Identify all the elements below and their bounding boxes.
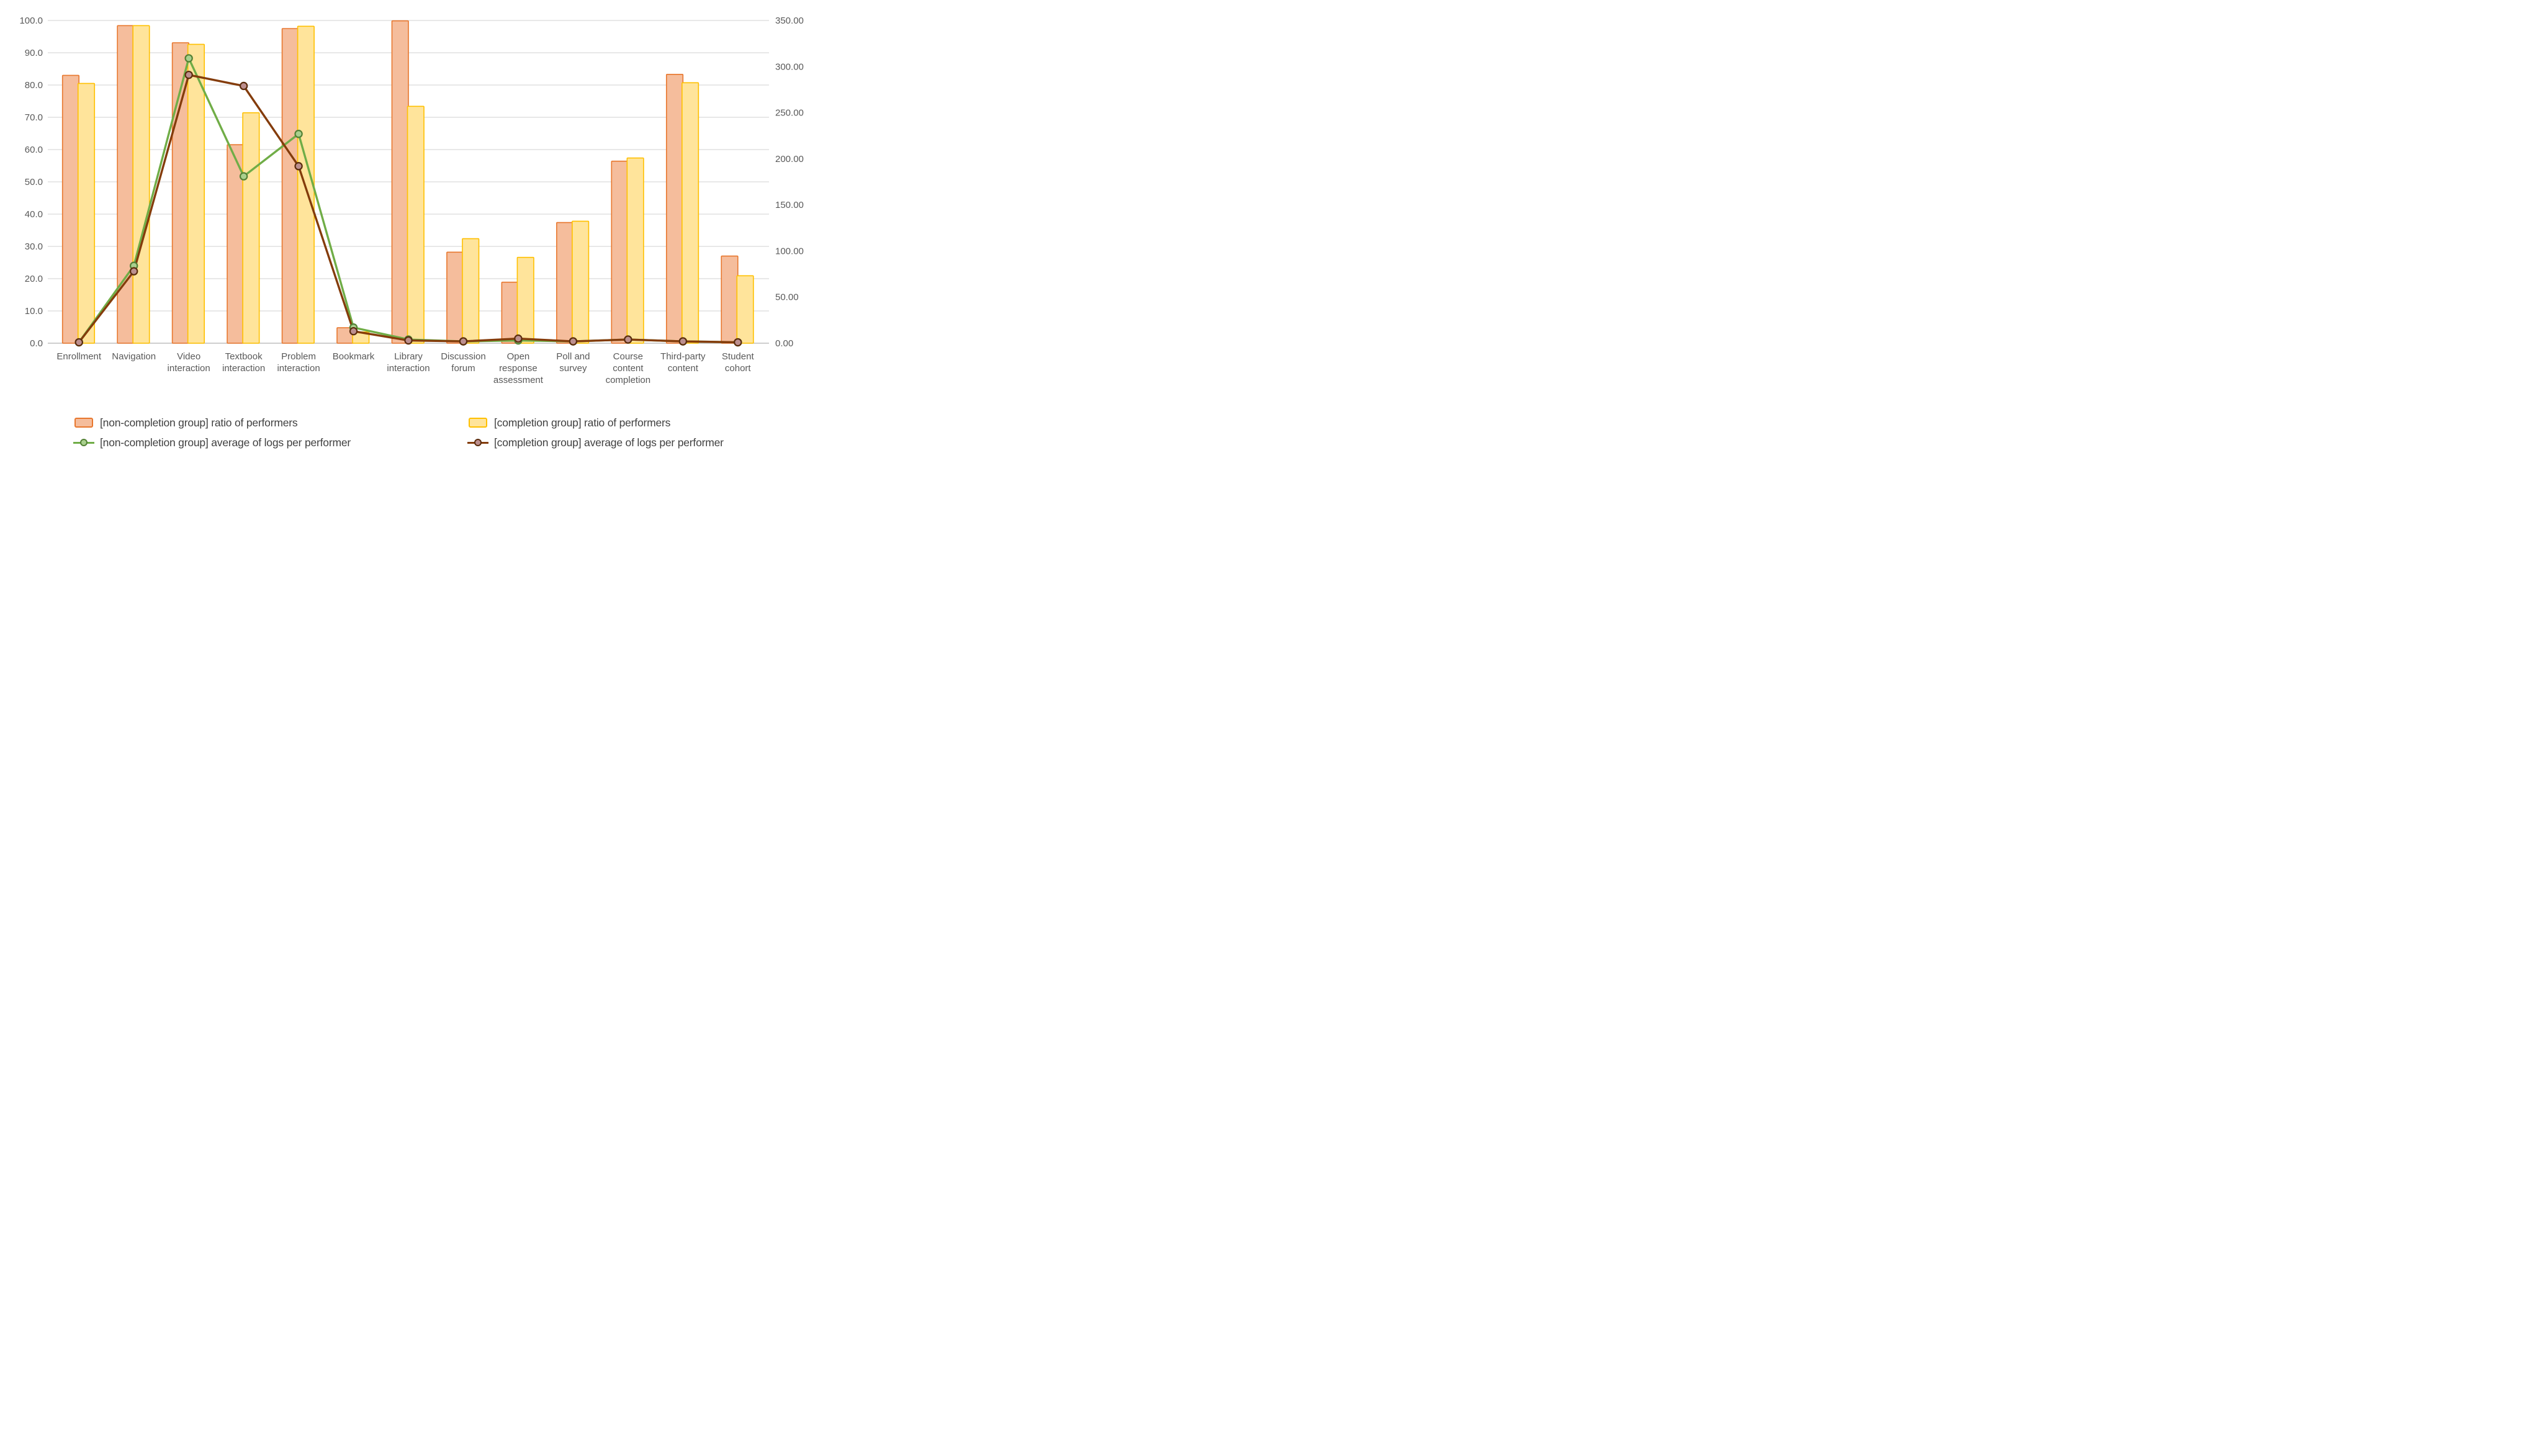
noncompletion-line-marker: [294, 130, 303, 138]
legend-label: [completion group] ratio of performers: [494, 416, 671, 429]
legend-column-left: [non-completion group] ratio of performe…: [73, 415, 421, 451]
category-label: Course content completion: [606, 351, 651, 385]
category-label: Poll and survey: [556, 351, 590, 374]
bar-completion-ratio: [462, 238, 480, 344]
left-axis-tick-label: 100.0: [19, 16, 43, 26]
bar-noncompletion-ratio: [665, 74, 684, 344]
left-axis-tick-label: 90.0: [25, 48, 43, 58]
bar-completion-ratio: [407, 106, 425, 344]
noncompletion-line-marker: [184, 54, 193, 63]
category-label: Open response assessment: [493, 351, 544, 385]
left-axis-tick-label: 80.0: [25, 80, 43, 91]
right-axis-tick-label: 150.00: [775, 200, 804, 210]
category-label: Bookmark: [333, 351, 375, 362]
chart-legend: [non-completion group] ratio of performe…: [0, 415, 844, 451]
completion-line-marker: [734, 338, 742, 347]
left-axis-tick-label: 10.0: [25, 306, 43, 317]
legend-column-right: [completion group] ratio of performers […: [467, 415, 724, 451]
right-axis-tick-label: 100.00: [775, 246, 804, 256]
right-axis-tick-label: 0.00: [775, 338, 793, 349]
completion-line-marker: [349, 326, 358, 336]
left-axis-tick-label: 60.0: [25, 145, 43, 155]
bar-completion-ratio: [572, 220, 590, 344]
bar-completion-ratio: [242, 112, 260, 344]
bar-noncompletion-ratio: [446, 251, 464, 344]
bar-noncompletion-ratio: [501, 281, 519, 344]
right-axis-tick-label: 300.00: [775, 61, 804, 72]
bar-completion-ratio: [187, 43, 205, 344]
bar-completion-ratio: [736, 275, 754, 344]
legend-item-noncompletion-logs: [non-completion group] average of logs p…: [73, 434, 421, 451]
bar-noncompletion-ratio: [556, 222, 574, 344]
completion-line-marker: [184, 70, 193, 79]
category-label: Video interaction: [168, 351, 210, 374]
noncompletion-line-swatch-icon: [73, 438, 94, 447]
bar-completion-ratio: [682, 82, 700, 344]
bar-completion-ratio: [516, 256, 534, 344]
category-label: Textbook interaction: [222, 351, 265, 374]
category-label: Student cohort: [722, 351, 755, 374]
completion-line-swatch-icon: [467, 438, 488, 447]
completion-line-marker: [74, 338, 83, 347]
noncompletion-line-marker: [239, 172, 248, 181]
bar-noncompletion-ratio: [117, 25, 135, 344]
bar-noncompletion-ratio: [61, 74, 80, 344]
completion-line-marker: [404, 336, 413, 345]
completion-line-marker: [459, 337, 468, 346]
completion-line-marker: [294, 162, 303, 171]
completion-line-marker: [239, 81, 248, 91]
category-label: Enrollment: [56, 351, 102, 362]
left-axis-tick-label: 70.0: [25, 112, 43, 123]
bar-completion-ratio: [132, 25, 150, 344]
right-axis-tick-label: 200.00: [775, 154, 804, 164]
left-axis-tick-label: 50.0: [25, 177, 43, 187]
right-axis-tick-label: 250.00: [775, 108, 804, 119]
category-label: Library interaction: [387, 351, 430, 374]
bar-completion-ratio: [626, 157, 644, 344]
legend-item-completion-ratio: [completion group] ratio of performers: [467, 415, 724, 431]
left-axis-tick-label: 30.0: [25, 241, 43, 252]
completion-bar-swatch-icon: [467, 418, 488, 428]
category-label: Navigation: [112, 351, 156, 362]
bar-completion-ratio: [297, 25, 315, 344]
bar-noncompletion-ratio: [391, 20, 409, 344]
right-axis-tick-label: 350.00: [775, 16, 804, 26]
chart-area: 0.0 10.0 20.0 30.0 40.0 50.0 60.0 70.0 80.0 90.0 1…: [0, 0, 844, 410]
bar-completion-ratio: [77, 83, 96, 344]
bar-noncompletion-ratio: [281, 28, 299, 344]
legend-label: [non-completion group] average of logs p…: [100, 436, 351, 449]
bar-noncompletion-ratio: [611, 160, 629, 344]
completion-line-marker: [678, 337, 688, 346]
category-label: Discussion forum: [441, 351, 486, 374]
legend-label: [non-completion group] ratio of performe…: [100, 416, 298, 429]
bar-noncompletion-ratio: [721, 255, 739, 344]
completion-line-marker: [514, 334, 523, 343]
noncompletion-bar-swatch-icon: [73, 418, 94, 428]
legend-label: [completion group] average of logs per p…: [494, 436, 724, 449]
left-axis-tick-label: 0.0: [30, 338, 43, 349]
category-label: Third-party content: [660, 351, 706, 374]
completion-line-marker: [569, 337, 578, 346]
chart-svg: 0.0 10.0 20.0 30.0 40.0 50.0 60.0 70.0 80.0 90.0 1…: [19, 16, 804, 385]
legend-item-completion-logs: [completion group] average of logs per p…: [467, 434, 724, 451]
completion-line-marker: [129, 267, 138, 276]
legend-item-noncompletion-ratio: [non-completion group] ratio of performe…: [73, 415, 421, 431]
completion-line-marker: [624, 335, 632, 344]
left-axis-tick-label: 20.0: [25, 274, 43, 284]
figure: 0.0 10.0 20.0 30.0 40.0 50.0 60.0 70.0 80.0 90.0 1…: [0, 0, 844, 485]
right-axis-tick-label: 50.00: [775, 292, 799, 303]
left-axis-tick-label: 40.0: [25, 209, 43, 220]
category-label: Problem interaction: [277, 351, 320, 374]
